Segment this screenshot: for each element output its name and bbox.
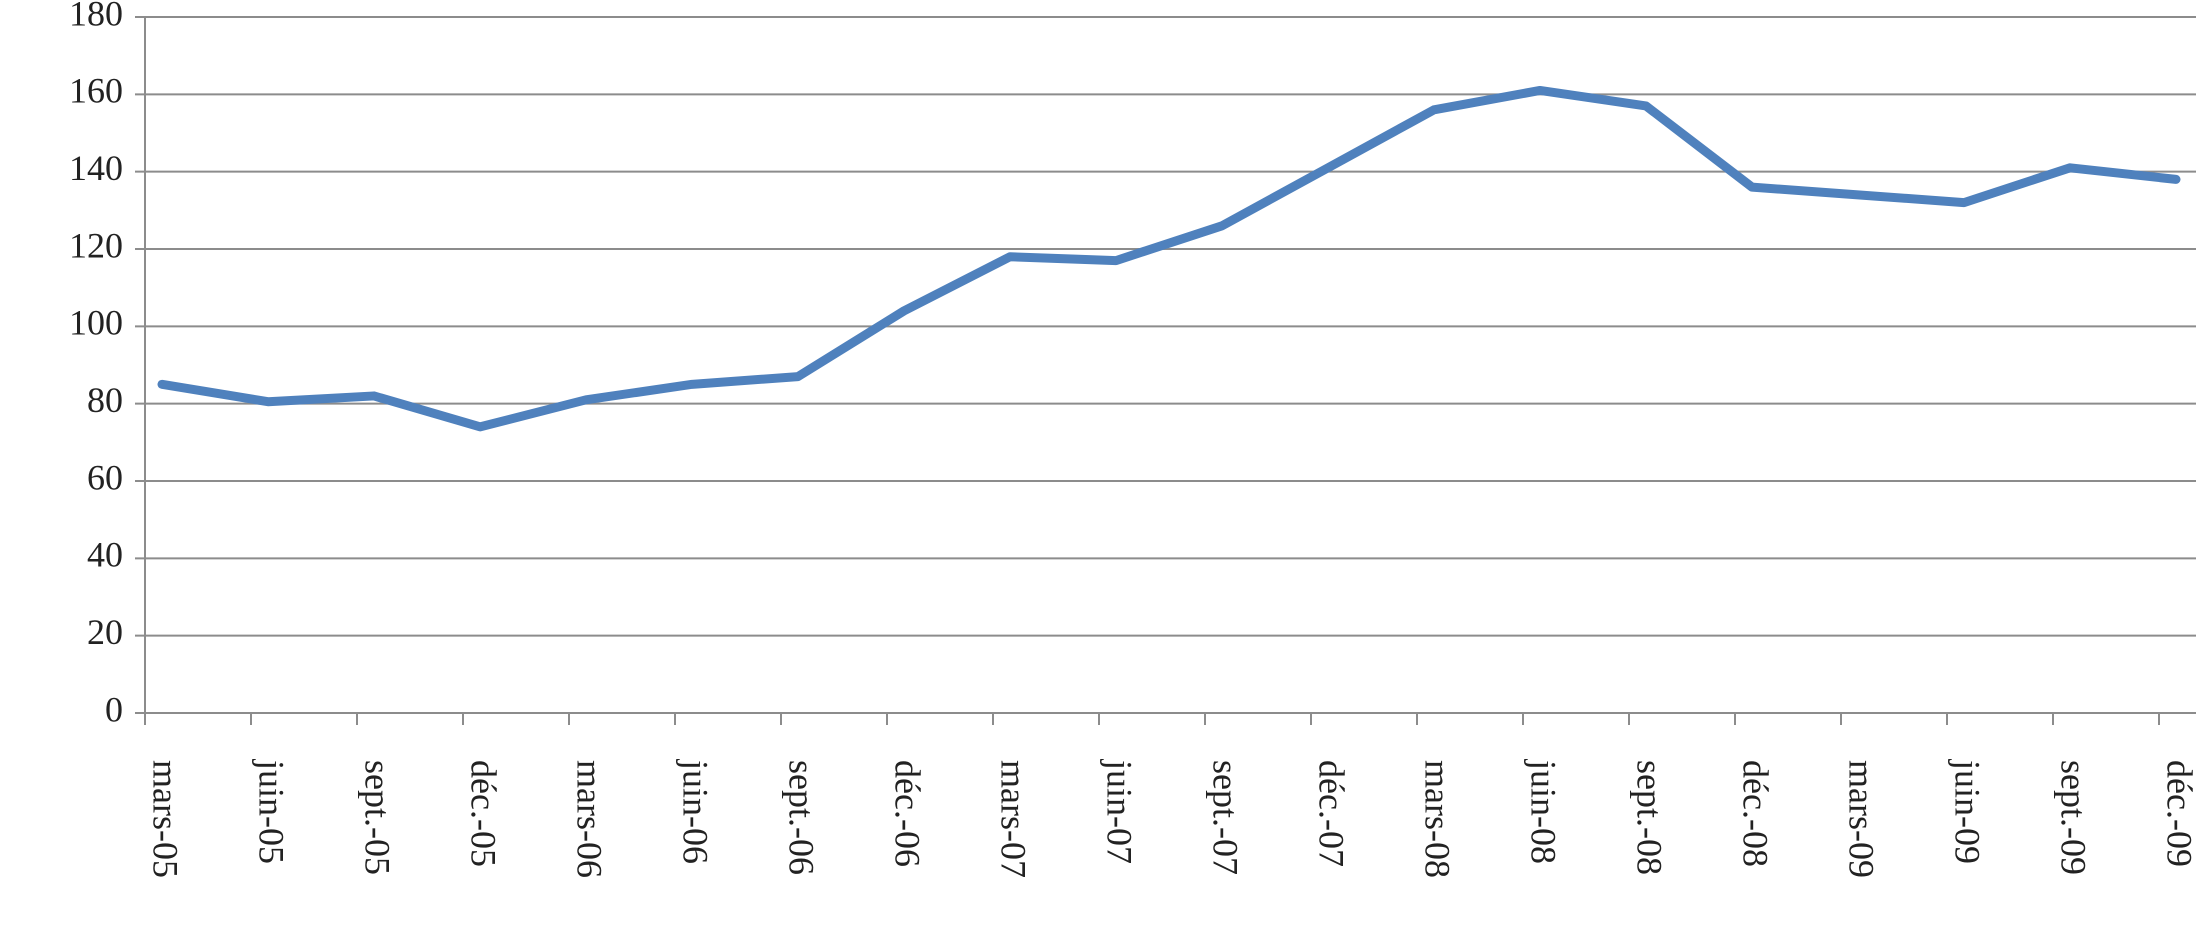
x-tick-label: sept.-07 (1206, 760, 1246, 875)
y-tick-label: 20 (87, 612, 123, 652)
x-tick-label: déc.-05 (464, 760, 504, 867)
x-tick-label: déc.-06 (888, 760, 928, 867)
x-tick-label: mars-09 (1842, 760, 1882, 878)
y-tick-label: 60 (87, 457, 123, 497)
x-tick-label: déc.-09 (2160, 760, 2200, 867)
y-tick-label: 160 (69, 71, 123, 111)
x-tick-label: juin-05 (252, 758, 292, 864)
x-tick-label: mars-05 (146, 760, 186, 878)
x-tick-label: déc.-08 (1736, 760, 1776, 867)
y-tick-label: 140 (69, 148, 123, 188)
x-tick-label: sept.-06 (782, 760, 822, 875)
x-tick-label: juin-06 (676, 758, 716, 864)
x-tick-label: déc.-07 (1312, 760, 1352, 867)
data-line (157, 85, 2181, 432)
x-tick-label: juin-09 (1948, 758, 1988, 864)
x-tick-label: juin-07 (1100, 758, 1140, 864)
x-tick-label: mars-07 (994, 760, 1034, 878)
x-tick-label: sept.-09 (2054, 760, 2094, 875)
x-tick-label: sept.-05 (358, 760, 398, 875)
y-tick-label: 180 (69, 0, 123, 33)
x-tick-label: juin-08 (1524, 758, 1564, 864)
y-tick-label: 80 (87, 380, 123, 420)
x-tick-label: mars-06 (570, 760, 610, 878)
y-tick-label: 0 (105, 689, 123, 729)
y-tick-label: 120 (69, 225, 123, 265)
y-tick-label: 40 (87, 535, 123, 575)
x-tick-label: mars-08 (1418, 760, 1458, 878)
x-tick-label: sept.-08 (1630, 760, 1670, 875)
y-tick-label: 100 (69, 303, 123, 343)
